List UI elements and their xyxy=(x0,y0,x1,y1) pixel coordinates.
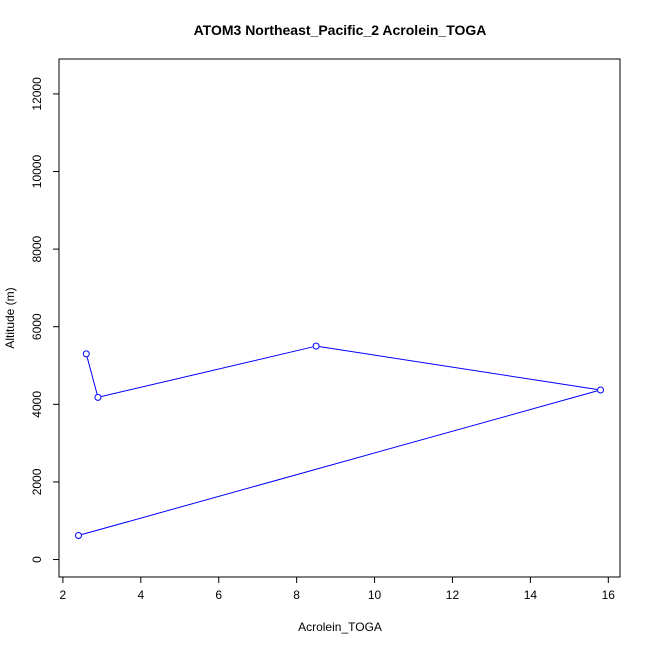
data-point xyxy=(597,386,605,394)
x-tick-label: 4 xyxy=(137,588,144,602)
data-point xyxy=(74,531,82,539)
y-tick-label: 10000 xyxy=(30,155,44,189)
y-axis-label: Altitude (m) xyxy=(3,287,17,348)
y-tick-label: 4000 xyxy=(30,391,44,418)
x-tick-label: 14 xyxy=(524,588,538,602)
plot-frame xyxy=(58,58,621,578)
y-tick-label: 8000 xyxy=(30,235,44,262)
y-tick-label: 0 xyxy=(30,556,44,563)
series-line-segment xyxy=(319,346,598,390)
y-tick-label: 12000 xyxy=(30,77,44,111)
data-point xyxy=(82,350,90,358)
y-tick-label: 6000 xyxy=(30,313,44,340)
x-tick-label: 2 xyxy=(60,588,67,602)
x-tick-label: 6 xyxy=(215,588,222,602)
series-line-segment xyxy=(81,390,598,536)
x-axis: 2 4 6 8 10 12 14 16 xyxy=(60,576,616,602)
x-tick-label: 8 xyxy=(293,588,300,602)
data-point xyxy=(94,393,102,401)
series-layer xyxy=(74,342,605,539)
x-tick-label: 12 xyxy=(446,588,460,602)
series-line-segment xyxy=(86,357,98,395)
series-line-segment xyxy=(101,346,313,398)
y-axis: 0 2000 4000 6000 8000 10000 12000 xyxy=(30,77,60,563)
chart-title: ATOM3 Northeast_Pacific_2 Acrolein_TOGA xyxy=(194,22,487,38)
x-tick-label: 16 xyxy=(602,588,616,602)
y-tick-label: 2000 xyxy=(30,468,44,495)
data-point xyxy=(312,342,320,350)
x-axis-label: Acrolein_TOGA xyxy=(298,620,382,634)
x-tick-label: 10 xyxy=(368,588,382,602)
